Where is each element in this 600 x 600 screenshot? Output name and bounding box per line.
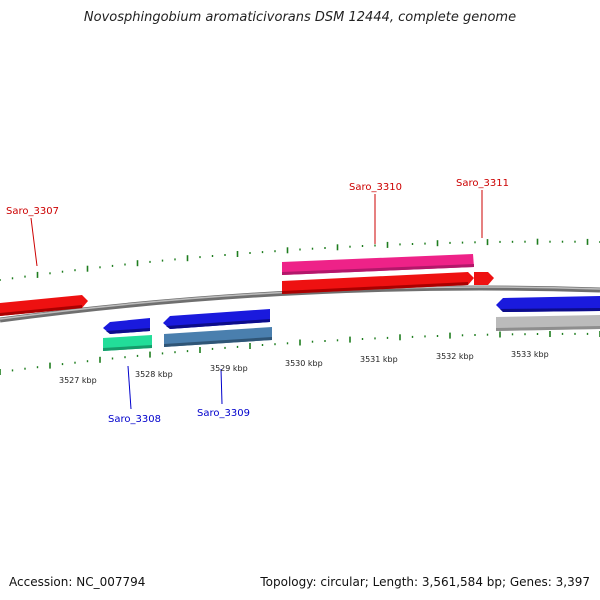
axis-label: 3527 kbp <box>59 376 97 385</box>
forward-features <box>0 254 494 316</box>
axis-label: 3528 kbp <box>135 370 173 379</box>
genome-summary-text: Topology: circular; Length: 3,561,584 bp… <box>260 575 590 589</box>
gene-saro-3307-cds[interactable] <box>0 295 88 316</box>
gene-label-saro-3311[interactable]: Saro_3311 <box>456 178 509 189</box>
axis-label: 3532 kbp <box>436 352 474 361</box>
gene-right-reverse-cds[interactable] <box>496 296 600 312</box>
axis-label: 3530 kbp <box>285 359 323 368</box>
gene-label-saro-3307[interactable]: Saro_3307 <box>6 206 59 217</box>
gene-saro-3310-cds[interactable] <box>282 272 474 294</box>
leader-saro-3309 <box>220 368 223 405</box>
leader-saro-3308 <box>127 365 132 410</box>
inner-tick-ring <box>0 331 600 375</box>
gene-saro-3309-gene[interactable] <box>164 327 272 347</box>
label-leader-lines <box>30 190 483 410</box>
axis-label: 3531 kbp <box>360 355 398 364</box>
axis-label: 3529 kbp <box>210 364 248 373</box>
gene-saro-3311-cds[interactable] <box>474 272 494 285</box>
gene-label-saro-3309[interactable]: Saro_3309 <box>197 408 250 419</box>
gene-saro-3310-gene[interactable] <box>282 254 474 275</box>
accession-text: Accession: NC_007794 <box>9 575 146 589</box>
gene-label-saro-3310[interactable]: Saro_3310 <box>349 182 402 193</box>
reverse-features <box>103 296 600 351</box>
map-title: Novosphingobium aromaticivorans DSM 1244… <box>83 10 517 25</box>
gene-saro-3309-cds[interactable] <box>163 309 270 329</box>
outer-tick-ring <box>0 238 600 281</box>
axis-labels: 3527 kbp 3528 kbp 3529 kbp 3530 kbp 3531… <box>59 350 549 385</box>
axis-label: 3533 kbp <box>511 350 549 359</box>
gene-labels: Saro_3307 Saro_3310 Saro_3311 Saro_3308 … <box>6 178 509 425</box>
gene-label-saro-3308[interactable]: Saro_3308 <box>108 414 161 425</box>
leader-saro-3307 <box>30 217 38 267</box>
